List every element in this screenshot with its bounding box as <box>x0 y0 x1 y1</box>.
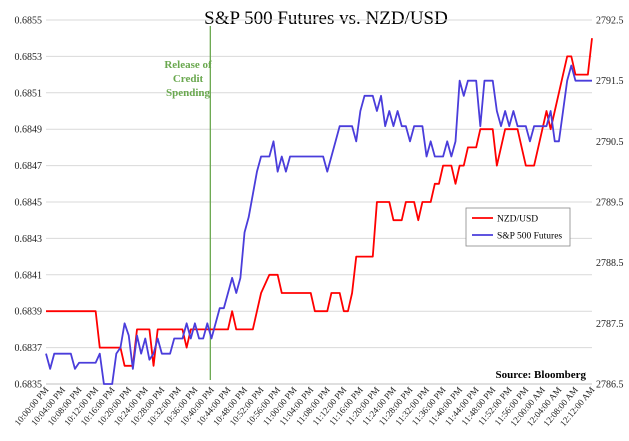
annotation-text: Credit <box>173 73 204 85</box>
right-tick-label: 2790.5 <box>596 137 624 148</box>
right-tick-label: 2786.5 <box>596 380 624 391</box>
left-tick-label: 0.6837 <box>15 343 43 354</box>
annotation: Release of Credit Spending <box>164 26 212 380</box>
left-tick-label: 0.6845 <box>15 198 43 209</box>
right-tick-label: 2791.5 <box>596 76 624 87</box>
annotation-text: Release of <box>164 59 212 71</box>
left-tick-label: 0.6851 <box>15 88 43 99</box>
left-tick-label: 0.6839 <box>15 307 43 318</box>
legend-label: NZD/USD <box>497 215 538 225</box>
source-label: Source: Bloomberg <box>495 369 586 381</box>
left-tick-label: 0.6855 <box>15 16 43 27</box>
left-tick-label: 0.6841 <box>15 270 43 281</box>
gridlines <box>46 19 592 385</box>
right-tick-label: 2789.5 <box>596 198 624 209</box>
left-tick-label: 0.6835 <box>15 380 43 391</box>
right-tick-label: 2788.5 <box>596 258 624 269</box>
legend: NZD/USD S&P 500 Futures <box>465 207 571 247</box>
chart-title: S&P 500 Futures vs. NZD/USD <box>204 8 448 29</box>
left-tick-label: 0.6849 <box>15 125 43 136</box>
legend-label: S&P 500 Futures <box>497 232 562 242</box>
left-tick-label: 0.6847 <box>15 161 43 172</box>
series-line-sp500-futures <box>45 64 592 385</box>
annotation-text: Spending <box>166 87 211 99</box>
right-axis-ticks: 2786.5 2787.5 2788.5 2789.5 2790.5 2791.5 2792… <box>596 16 624 391</box>
series-line-nzdusd <box>46 38 593 367</box>
right-tick-label: 2787.5 <box>596 319 624 330</box>
series <box>45 38 593 385</box>
left-tick-label: 0.6843 <box>15 234 43 245</box>
right-tick-label: 2792.5 <box>596 16 624 27</box>
left-tick-label: 0.6853 <box>15 52 43 63</box>
legend-box <box>465 207 571 247</box>
left-axis-ticks: 0.6835 0.6837 0.6839 0.6841 0.6843 0.6845 0.68… <box>15 16 43 391</box>
